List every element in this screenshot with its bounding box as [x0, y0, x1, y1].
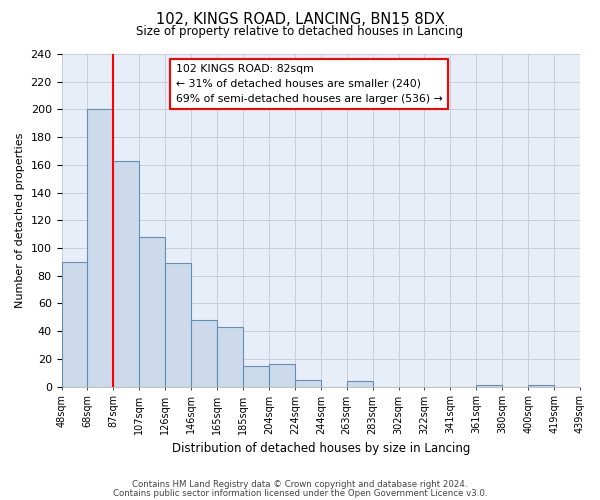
Text: Size of property relative to detached houses in Lancing: Size of property relative to detached ho… [136, 25, 464, 38]
Bar [269, 364, 295, 386]
Bar [139, 237, 165, 386]
Bar [88, 110, 113, 386]
Text: 102 KINGS ROAD: 82sqm
← 31% of detached houses are smaller (240)
69% of semi-det: 102 KINGS ROAD: 82sqm ← 31% of detached … [176, 64, 442, 104]
Bar [62, 262, 88, 386]
Bar [191, 320, 217, 386]
Text: Contains public sector information licensed under the Open Government Licence v3: Contains public sector information licen… [113, 489, 487, 498]
Bar [295, 380, 321, 386]
Bar [113, 160, 139, 386]
Bar [217, 327, 243, 386]
Y-axis label: Number of detached properties: Number of detached properties [15, 132, 25, 308]
Text: 102, KINGS ROAD, LANCING, BN15 8DX: 102, KINGS ROAD, LANCING, BN15 8DX [155, 12, 445, 28]
Bar [165, 264, 191, 386]
Bar [243, 366, 269, 386]
Text: Contains HM Land Registry data © Crown copyright and database right 2024.: Contains HM Land Registry data © Crown c… [132, 480, 468, 489]
X-axis label: Distribution of detached houses by size in Lancing: Distribution of detached houses by size … [172, 442, 470, 455]
Bar [347, 381, 373, 386]
